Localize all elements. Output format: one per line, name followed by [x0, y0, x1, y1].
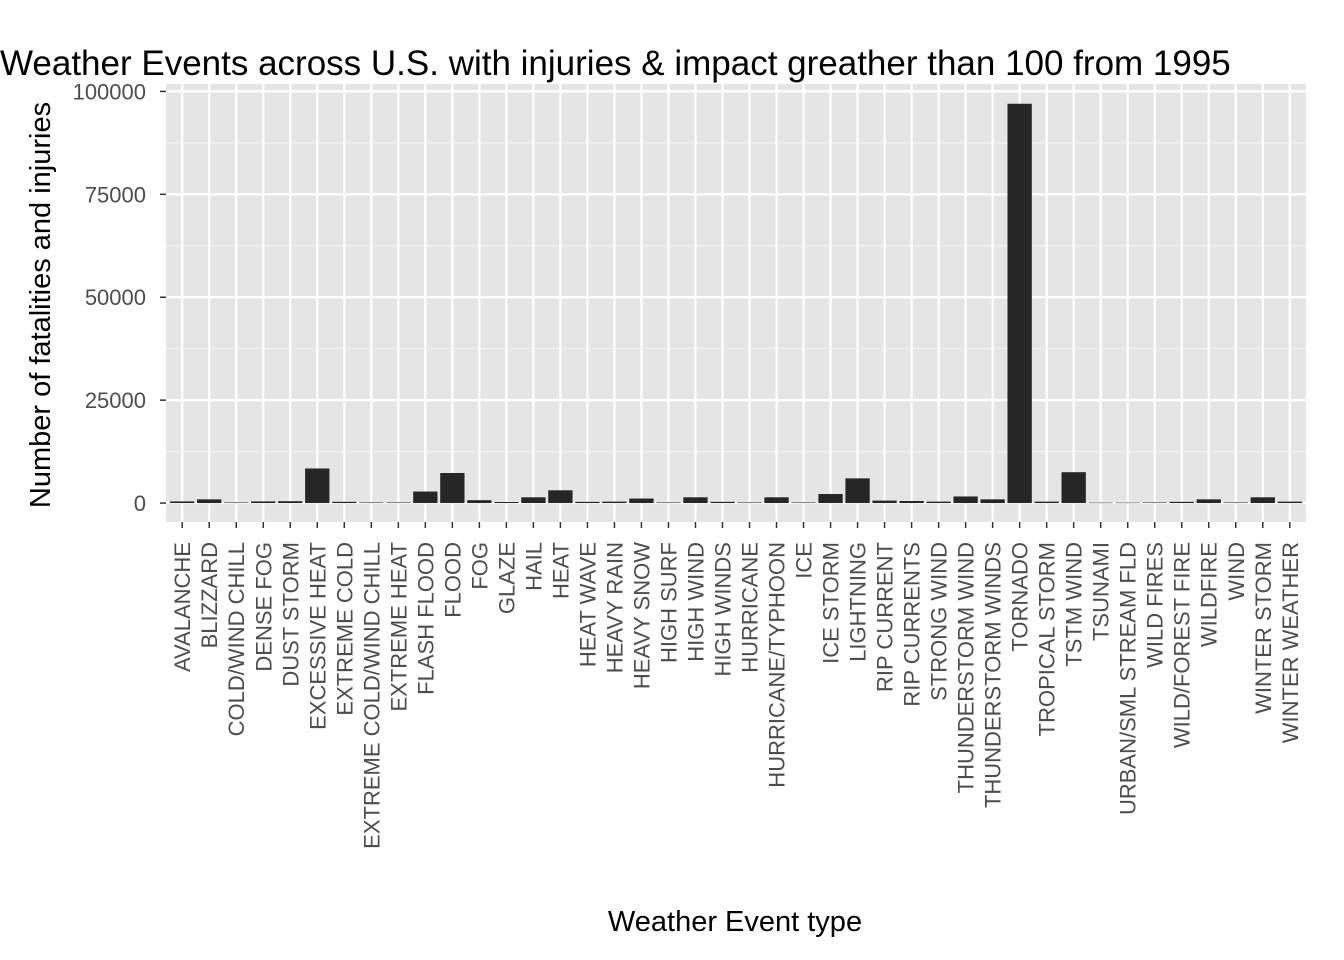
x-tick-label: TSUNAMI [1089, 542, 1114, 641]
x-axis: AVALANCHE BLIZZARD COLD/WIND CHILL DENSE FO… [170, 522, 1303, 849]
bar [278, 501, 303, 504]
x-tick-label: TORNADO [1008, 542, 1033, 652]
y-tick-label: 75000 [85, 182, 146, 207]
bar [845, 478, 870, 504]
bar [791, 502, 816, 504]
bar [1115, 502, 1140, 504]
bar [251, 501, 276, 504]
y-tick-label: 25000 [85, 388, 146, 413]
bar [332, 501, 357, 504]
x-tick-label: HEAVY SNOW [629, 542, 654, 689]
x-tick-label: BLIZZARD [197, 542, 222, 648]
x-tick-label: WINTER STORM [1251, 542, 1276, 714]
x-tick-label: TROPICAL STORM [1035, 542, 1060, 736]
bar [575, 501, 600, 504]
bar [1169, 501, 1194, 504]
x-tick-label: EXTREME HEAT [386, 542, 411, 712]
x-tick-label: WILD/FOREST FIRE [1170, 542, 1195, 748]
bar [467, 500, 492, 504]
x-tick-label: HIGH SURF [656, 542, 681, 663]
bars [170, 103, 1302, 504]
bar [413, 491, 438, 504]
bar [440, 473, 465, 504]
bar [1034, 501, 1059, 504]
x-tick-label: WILDFIRE [1197, 542, 1222, 647]
x-tick-label: EXTREME COLD [332, 542, 357, 716]
x-tick-label: THUNDERSTORM WINDS [981, 542, 1006, 808]
bar [1250, 497, 1275, 504]
x-tick-label: HEAVY RAIN [602, 542, 627, 673]
bar [683, 497, 708, 504]
grid-major [166, 84, 1306, 522]
bar [710, 501, 735, 504]
x-tick-label: HIGH WIND [683, 542, 708, 662]
chart-title: Weather Events across U.S. with injuries… [0, 44, 1231, 83]
bar [386, 502, 411, 504]
bar [656, 502, 681, 504]
plot-panel [166, 84, 1306, 522]
bar [224, 502, 249, 504]
x-tick-label: EXCESSIVE HEAT [305, 542, 330, 730]
x-tick-label: TSTM WIND [1062, 542, 1087, 667]
x-tick-label: WIND [1224, 542, 1249, 601]
x-tick-label: DUST STORM [278, 542, 303, 687]
bar [629, 498, 654, 504]
bar [737, 502, 762, 504]
x-tick-label: WINTER WEATHER [1278, 542, 1303, 743]
bar [197, 499, 222, 504]
x-tick-label: WILD FIRES [1143, 542, 1168, 668]
x-tick-label: AVALANCHE [170, 542, 195, 672]
bar [521, 497, 546, 504]
x-tick-label: STRONG WIND [927, 542, 952, 701]
x-tick-label: FLASH FLOOD [413, 542, 438, 695]
bar [170, 501, 195, 504]
bar [899, 501, 924, 504]
x-tick-label: HURRICANE [738, 542, 763, 673]
bar [1223, 502, 1248, 504]
y-tick-label: 0 [134, 491, 146, 516]
x-tick-label: EXTREME COLD/WIND CHILL [359, 542, 384, 849]
y-tick-label: 100000 [73, 79, 146, 104]
bar [818, 494, 843, 504]
x-tick-label: THUNDERSTORM WIND [954, 542, 979, 793]
grid-minor [166, 142, 1306, 453]
x-tick-label: HAIL [521, 542, 546, 591]
bar [1007, 103, 1032, 504]
bar [1061, 472, 1086, 504]
bar [602, 501, 627, 504]
bar [359, 502, 384, 504]
bar [764, 497, 789, 504]
x-axis-title: Weather Event type [608, 906, 862, 938]
bar [953, 496, 978, 504]
x-tick-label: FOG [467, 542, 492, 590]
x-tick-label: HURRICANE/TYPHOON [765, 542, 790, 788]
bar [1196, 499, 1221, 504]
bar [494, 502, 519, 504]
x-tick-label: RIP CURRENTS [900, 542, 925, 707]
x-tick-label: HIGH WINDS [710, 542, 735, 676]
x-tick-label: HEAT WAVE [575, 542, 600, 667]
x-tick-label: LIGHTNING [846, 542, 871, 662]
y-axis-title: Number of fatalities and injuries [25, 102, 57, 508]
bar [1277, 501, 1302, 504]
x-tick-label: URBAN/SML STREAM FLD [1116, 542, 1141, 815]
bar [548, 490, 573, 504]
x-tick-label: COLD/WIND CHILL [224, 542, 249, 736]
y-axis: 0 25000 50000 75000 100000 [73, 79, 166, 516]
x-tick-label: DENSE FOG [251, 542, 276, 672]
x-tick-label: RIP CURRENT [873, 542, 898, 692]
bar [1142, 502, 1167, 504]
bar [1088, 502, 1113, 504]
x-tick-label: HEAT [548, 542, 573, 599]
bar [872, 500, 897, 504]
x-tick-label: GLAZE [494, 542, 519, 614]
x-tick-label: ICE [792, 542, 817, 579]
y-tick-label: 50000 [85, 285, 146, 310]
bar [305, 468, 330, 504]
bar [926, 501, 951, 504]
x-tick-label: FLOOD [440, 542, 465, 618]
bar [980, 499, 1005, 504]
x-tick-label: ICE STORM [819, 542, 844, 664]
